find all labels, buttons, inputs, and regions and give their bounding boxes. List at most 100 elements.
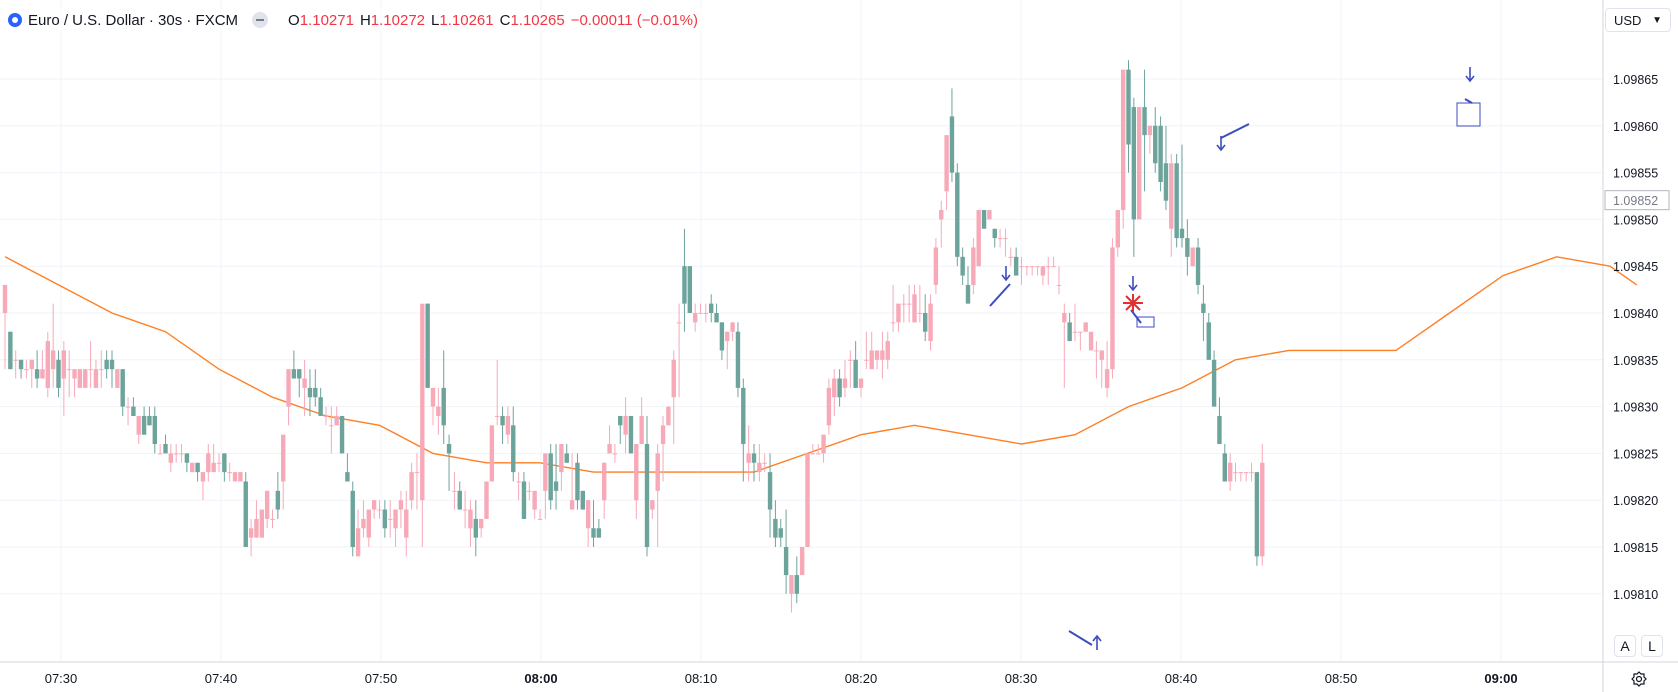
- candle: [67, 350, 72, 398]
- candle: [1051, 256, 1056, 268]
- candle-body: [698, 313, 703, 314]
- candle-body: [13, 359, 18, 361]
- candle: [612, 444, 618, 463]
- candle: [1222, 444, 1227, 482]
- candle-body: [725, 331, 730, 342]
- symbol-title[interactable]: Euro / U.S. Dollar · 30s · FXCM: [28, 11, 239, 29]
- candle: [1201, 284, 1206, 342]
- candle: [746, 425, 751, 482]
- candle: [489, 425, 495, 482]
- candle-body: [1019, 266, 1024, 268]
- time-tick-label: 08:10: [685, 671, 718, 686]
- candle-body: [1185, 238, 1190, 257]
- candle: [1260, 444, 1265, 566]
- candle: [238, 472, 243, 482]
- candle-body: [666, 406, 671, 426]
- candle: [446, 434, 452, 491]
- candle-body: [425, 303, 430, 388]
- candle: [29, 359, 34, 388]
- candle-body: [136, 415, 141, 435]
- gear-icon[interactable]: [1630, 670, 1648, 688]
- candle: [735, 322, 741, 398]
- candle: [93, 359, 99, 388]
- candle: [120, 369, 125, 416]
- candle: [751, 444, 757, 482]
- candle-body: [334, 415, 339, 426]
- candle-body: [1013, 256, 1019, 276]
- candle: [404, 490, 409, 557]
- candle: [77, 369, 83, 388]
- candle-body: [955, 172, 960, 257]
- candle-body: [832, 378, 837, 398]
- candle-body: [799, 547, 805, 576]
- candle-body: [1056, 284, 1062, 286]
- candle: [88, 341, 93, 388]
- candle-body: [912, 294, 917, 323]
- candle-body: [1244, 472, 1249, 474]
- candle: [109, 350, 115, 388]
- time-tick-label: 08:00: [524, 671, 557, 686]
- candle-body: [976, 210, 981, 267]
- candle: [1078, 331, 1083, 351]
- candle-body: [906, 303, 912, 305]
- candle: [666, 406, 671, 426]
- currency-selector[interactable]: USD ▼: [1605, 8, 1671, 32]
- candle: [741, 378, 746, 482]
- candle: [1040, 266, 1046, 285]
- candle-body: [762, 462, 767, 464]
- candle: [334, 406, 339, 426]
- candle: [222, 453, 227, 482]
- candle: [195, 462, 200, 482]
- candle: [200, 472, 206, 501]
- candle-body: [778, 528, 783, 538]
- candle: [40, 350, 45, 379]
- candle-body: [206, 453, 211, 473]
- candle-body: [543, 453, 548, 491]
- candle: [553, 444, 559, 510]
- candle: [345, 453, 350, 482]
- candle: [56, 350, 61, 398]
- candle: [1019, 256, 1024, 285]
- candle-body: [1067, 322, 1072, 342]
- auto-scale-button[interactable]: A: [1614, 635, 1636, 657]
- candle: [1137, 107, 1142, 220]
- candle: [307, 369, 313, 416]
- candle-body: [981, 210, 987, 229]
- candle-body: [602, 462, 607, 501]
- candle-body: [382, 509, 388, 529]
- candle-body: [511, 425, 516, 473]
- candle: [564, 444, 569, 463]
- candle-body: [147, 415, 152, 426]
- candle: [1024, 266, 1030, 276]
- candle-body: [45, 341, 50, 388]
- candle: [687, 266, 692, 313]
- candle-body: [67, 369, 72, 371]
- candle: [462, 490, 468, 529]
- eye-icon[interactable]: [252, 12, 269, 28]
- time-tick-label: 07:50: [365, 671, 398, 686]
- candle-body: [18, 359, 24, 370]
- price-tick-label: 1.09855: [1613, 167, 1658, 181]
- candle-body: [612, 453, 618, 455]
- candle-body: [1179, 228, 1185, 239]
- candle: [1030, 266, 1035, 276]
- log-scale-button[interactable]: L: [1641, 635, 1663, 657]
- candle-body: [987, 210, 992, 220]
- candle: [1115, 210, 1120, 257]
- candle-body: [1260, 462, 1265, 557]
- candle: [725, 331, 730, 370]
- symbol-legend: Euro / U.S. Dollar · 30s · FXCM O 1.10271…: [8, 9, 707, 31]
- candle: [933, 238, 939, 295]
- candle-body: [216, 462, 222, 464]
- candle: [34, 350, 40, 388]
- candle: [548, 444, 553, 510]
- candle-body: [607, 444, 612, 454]
- candle-body: [152, 415, 157, 445]
- candle-body: [719, 322, 725, 351]
- candle-body: [1040, 266, 1046, 276]
- candle-body: [682, 266, 687, 304]
- candle-body: [34, 369, 40, 379]
- candle: [1126, 60, 1131, 173]
- candle: [944, 135, 949, 211]
